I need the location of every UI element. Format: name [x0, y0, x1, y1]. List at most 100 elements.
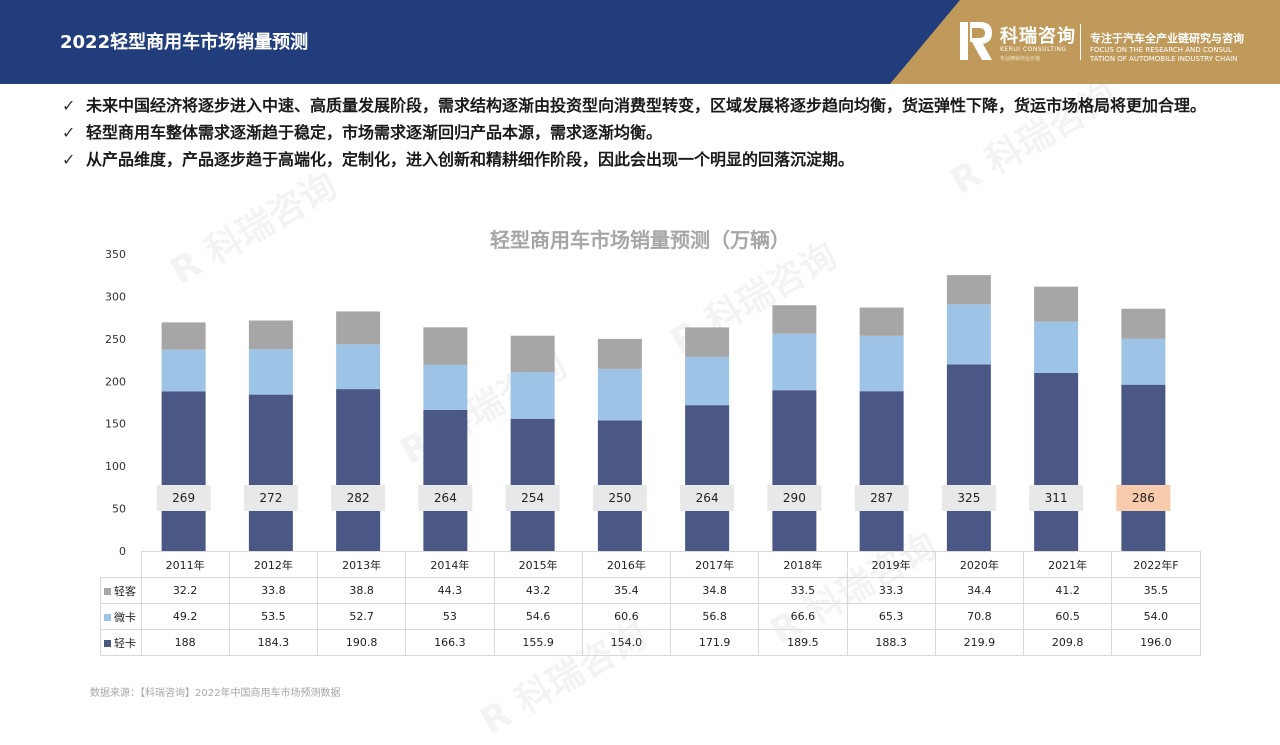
- data-value: 52.7: [316, 603, 407, 630]
- bar-segment: [423, 327, 468, 365]
- category-label: 2020年: [934, 551, 1025, 578]
- data-value: 32.2: [140, 577, 230, 604]
- total-label-box: [331, 485, 386, 511]
- table-row: 微卡 49.2 53.5 52.7 53 54.6 60.6 56.8 66.6 65.3 70.8…: [100, 603, 1201, 630]
- check-icon: ✓: [62, 123, 76, 142]
- bar-segment: [859, 391, 904, 551]
- data-value: 60.5: [1022, 603, 1113, 630]
- total-label: 272: [259, 491, 282, 505]
- table-row: 轻客 32.2 33.8 38.8 44.3 43.2 35.4 34.8 33.5 33.3 34…: [100, 577, 1201, 604]
- bar-segment: [248, 349, 293, 395]
- series-name: 轻客: [114, 584, 136, 598]
- total-label: 250: [608, 491, 631, 505]
- page-title: 2022轻型商用车市场销量预测: [60, 32, 309, 53]
- tagline-en-line2: TATION OF AUTOMOBILE INDUSTRY CHAIN: [1090, 55, 1238, 63]
- bar-segment: [685, 405, 730, 551]
- bar-segment: [510, 372, 555, 419]
- total-label: 264: [696, 491, 719, 505]
- data-value: 184.3: [228, 629, 319, 656]
- data-value: 41.2: [1022, 577, 1113, 604]
- total-label-box: [418, 485, 473, 511]
- legend-swatch: [104, 614, 111, 621]
- total-label-box: [1029, 485, 1084, 511]
- category-label: 2013年: [316, 551, 407, 578]
- bar-segment: [161, 349, 206, 392]
- bar-segment: [946, 364, 991, 551]
- category-label: 2017年: [669, 551, 760, 578]
- total-label-box: [592, 485, 647, 511]
- bar-segment: [423, 409, 468, 551]
- data-value: 219.9: [934, 629, 1025, 656]
- data-value: 56.8: [669, 603, 760, 630]
- bar-segment: [336, 311, 381, 345]
- category-label: 2018年: [758, 551, 848, 578]
- bar-segment: [1034, 321, 1079, 373]
- bar-segment: [161, 391, 206, 551]
- chart-title: 轻型商用车市场销量预测（万辆）: [490, 228, 790, 252]
- total-label: 287: [870, 491, 893, 505]
- data-value: 54.0: [1111, 603, 1201, 630]
- bar-segment: [685, 327, 730, 357]
- series-name: 轻卡: [114, 636, 136, 650]
- data-value: 155.9: [493, 629, 583, 656]
- bar-segment: [685, 356, 730, 406]
- total-label-box: [941, 485, 996, 511]
- bullet-item: ✓ 轻型商用车整体需求逐渐趋于稳定，市场需求逐渐回归产品本源，需求逐渐均衡。: [62, 123, 1222, 143]
- bar-segment: [248, 394, 293, 551]
- category-label: 2019年: [846, 551, 936, 578]
- bar-segment: [1034, 372, 1079, 551]
- table-corner: [100, 551, 142, 578]
- total-label: 311: [1045, 491, 1068, 505]
- data-value: 35.5: [1111, 577, 1201, 604]
- bar-segment: [423, 364, 468, 410]
- data-table: 2011年 2012年 2013年 2014年 2015年 2016年 2017年 2018年…: [100, 551, 1201, 656]
- bar-segment: [1121, 308, 1166, 339]
- total-label: 282: [347, 491, 370, 505]
- data-value: 196.0: [1111, 629, 1201, 656]
- y-tick-label: 150: [105, 418, 126, 431]
- bar-segment: [772, 390, 817, 551]
- category-label: 2011年: [140, 551, 230, 578]
- logo-subtitle-en: KERUI CONSULTING: [1000, 46, 1067, 53]
- data-value: 60.6: [581, 603, 672, 630]
- bar-segment: [597, 368, 642, 421]
- total-label: 325: [957, 491, 980, 505]
- logo-subtitle-cn: 专业铸就商业价值: [1000, 56, 1041, 62]
- category-label: 2015年: [493, 551, 583, 578]
- total-label-box: [680, 485, 735, 511]
- data-value: 53: [405, 603, 495, 630]
- total-label: 290: [783, 491, 806, 505]
- bullet-text: 未来中国经济将逐步进入中速、高质量发展阶段，需求结构逐渐由投资型向消费型转变，区…: [86, 96, 1207, 115]
- bullet-text: 轻型商用车整体需求逐渐趋于稳定，市场需求逐渐回归产品本源，需求逐渐均衡。: [86, 123, 663, 142]
- data-value: 65.3: [846, 603, 936, 630]
- data-value: 154.0: [581, 629, 672, 656]
- total-label: 269: [172, 491, 195, 505]
- data-value: 38.8: [316, 577, 407, 604]
- series-legend-cell: 轻客: [100, 577, 142, 604]
- kerui-logo-icon: [960, 22, 992, 60]
- data-value: 44.3: [405, 577, 495, 604]
- data-value: 33.5: [758, 577, 848, 604]
- data-value: 53.5: [228, 603, 319, 630]
- data-value: 190.8: [316, 629, 407, 656]
- bar-segment: [946, 275, 991, 305]
- bar-segment: [336, 344, 381, 390]
- data-value: 189.5: [758, 629, 848, 656]
- bar-segment: [1121, 384, 1166, 551]
- data-value: 33.3: [846, 577, 936, 604]
- bullet-item: ✓ 从产品维度，产品逐步趋于高端化，定制化，进入创新和精耕细作阶段，因此会出现一…: [62, 150, 1222, 170]
- y-tick-label: 250: [105, 333, 126, 346]
- bar-segment: [510, 335, 555, 373]
- data-value: 34.4: [934, 577, 1025, 604]
- y-tick-label: 100: [105, 460, 126, 473]
- data-value: 171.9: [669, 629, 760, 656]
- bar-segment: [1034, 286, 1079, 322]
- y-tick-label: 350: [105, 248, 126, 261]
- check-icon: ✓: [62, 150, 76, 169]
- data-value: 35.4: [581, 577, 672, 604]
- bar-segment: [336, 389, 381, 551]
- category-label: 2016年: [581, 551, 672, 578]
- bullet-text: 从产品维度，产品逐步趋于高端化，定制化，进入创新和精耕细作阶段，因此会出现一个明…: [86, 150, 855, 169]
- bar-segment: [772, 333, 817, 391]
- bar-segment: [772, 305, 817, 334]
